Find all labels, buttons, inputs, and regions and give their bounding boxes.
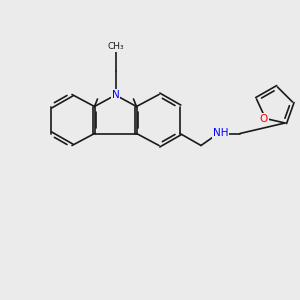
Text: N: N: [112, 89, 119, 100]
Text: CH₃: CH₃: [107, 42, 124, 51]
Text: NH: NH: [213, 128, 228, 139]
Text: O: O: [260, 113, 268, 124]
